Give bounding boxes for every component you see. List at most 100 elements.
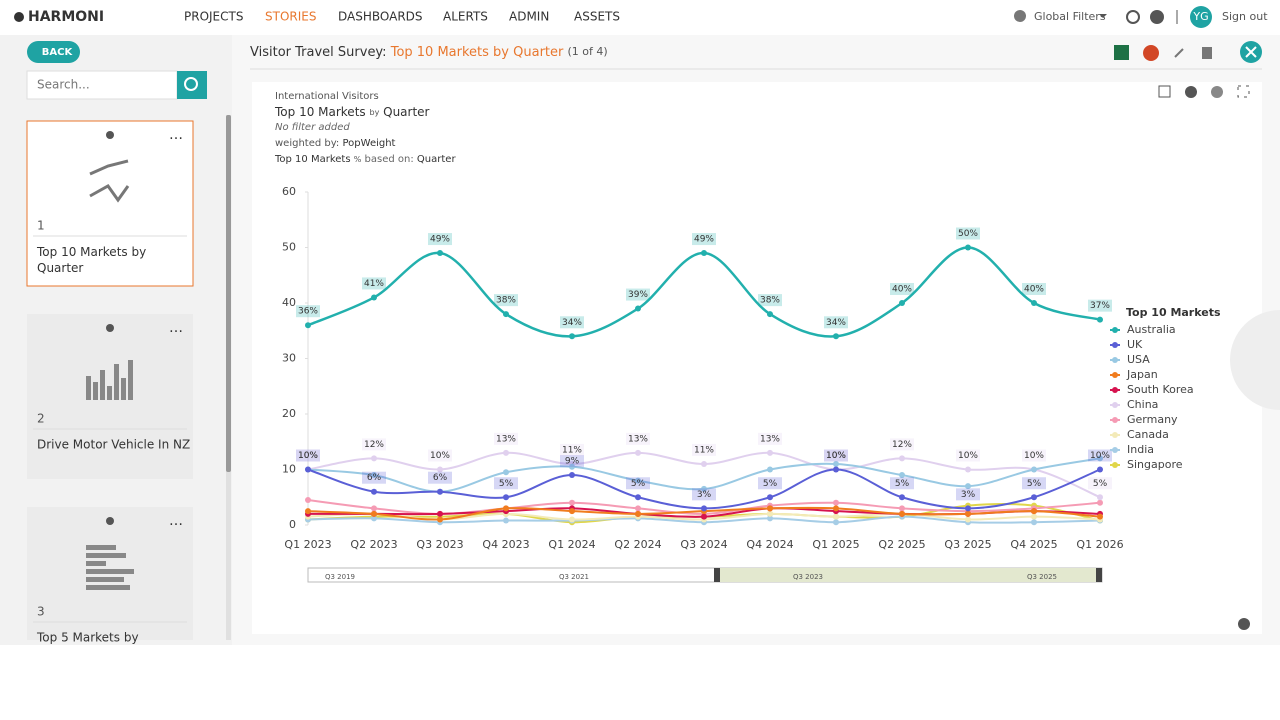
data-label: 5%	[1027, 479, 1042, 489]
point	[965, 505, 971, 512]
point	[503, 311, 509, 318]
chart-panel	[252, 82, 1262, 634]
point	[437, 250, 443, 257]
legend-marker	[1112, 357, 1118, 363]
point	[1097, 494, 1103, 501]
legend-label[interactable]: Australia	[1127, 323, 1176, 336]
point	[1097, 466, 1103, 473]
point	[437, 510, 443, 517]
range-label: Q3 2021	[559, 573, 589, 581]
data-label: 10%	[298, 451, 318, 461]
point	[833, 505, 839, 512]
x-tick-label: Q1 2023	[284, 538, 331, 551]
back-button[interactable]	[27, 41, 80, 63]
chart-heading: Top 10 Markets by Quarter	[274, 105, 430, 119]
range-handle[interactable]	[1096, 568, 1102, 582]
data-label: 49%	[430, 235, 450, 245]
search-box[interactable]	[26, 70, 178, 100]
filter-note: No filter added	[275, 122, 350, 133]
theme-icon[interactable]	[1126, 10, 1140, 24]
point	[701, 505, 707, 512]
y-tick-label: 50	[282, 241, 296, 254]
legend-label[interactable]: Canada	[1127, 428, 1169, 441]
ppt-icon[interactable]	[1143, 45, 1159, 61]
card-number: 3	[37, 605, 45, 619]
story-card[interactable]	[26, 120, 194, 287]
by-badge: by	[369, 108, 379, 117]
nav-item[interactable]: ASSETS	[574, 10, 620, 24]
point	[569, 463, 575, 470]
legend-label[interactable]: South Korea	[1127, 383, 1194, 396]
comment-icon[interactable]	[1185, 86, 1197, 98]
legend-label[interactable]: Japan	[1126, 368, 1158, 381]
legend-marker	[1112, 402, 1118, 408]
thumb-bar	[128, 360, 133, 400]
thumb-bar	[93, 382, 98, 400]
range-handle[interactable]	[714, 568, 720, 582]
label-bg	[494, 477, 518, 490]
data-label: 5%	[499, 479, 514, 489]
point	[1031, 494, 1037, 501]
brand: HARMONI	[28, 9, 104, 25]
label-bg	[956, 449, 980, 462]
trash-icon[interactable]	[1202, 47, 1212, 59]
legend-label[interactable]: UK	[1127, 338, 1143, 351]
title-highlight: Top 10 Markets by Quarter	[390, 45, 564, 60]
nav-item[interactable]: ALERTS	[443, 10, 488, 24]
label-bg	[890, 438, 914, 451]
export-icon[interactable]	[1158, 85, 1171, 98]
card-menu[interactable]: …	[169, 320, 183, 336]
thumb-bar	[86, 569, 134, 574]
legend-label[interactable]: Singapore	[1127, 458, 1183, 471]
point	[965, 244, 971, 251]
x-tick-label: Q4 2024	[746, 538, 793, 551]
legend-label[interactable]: Germany	[1127, 413, 1178, 426]
data-label: 13%	[760, 434, 780, 444]
plot: 0 10 20 30 40 50 60 Q1 2023 Q2 2023 Q3 2023 Q4 202…	[282, 185, 1221, 583]
dropdown[interactable]	[1099, 14, 1107, 18]
range-label: Q3 2023	[793, 573, 823, 581]
point	[569, 508, 575, 515]
y-tick-label: 10	[282, 463, 296, 476]
y-tick-label: 60	[282, 185, 296, 198]
card-menu[interactable]: …	[169, 513, 183, 529]
label-bg	[890, 477, 914, 490]
label-bg	[296, 305, 320, 318]
weighted: weighted by: PopWeight	[275, 138, 396, 149]
nav-item[interactable]: STORIES	[265, 10, 316, 24]
info-icon[interactable]	[1238, 618, 1250, 630]
nav-item[interactable]: PROJECTS	[184, 10, 243, 24]
sign-out[interactable]: Sign out	[1222, 10, 1268, 23]
label-bg	[362, 471, 386, 484]
point	[635, 505, 641, 512]
fullscreen-icon[interactable]	[1237, 85, 1250, 98]
avatar[interactable]	[1190, 6, 1212, 28]
help-icon[interactable]	[1150, 10, 1164, 24]
point	[1031, 300, 1037, 306]
globe-icon[interactable]	[1014, 10, 1026, 22]
search-button[interactable]	[177, 71, 207, 99]
card-number: 1	[37, 219, 45, 233]
legend-label[interactable]: USA	[1127, 353, 1150, 366]
weighted-value: PopWeight	[343, 138, 396, 149]
nav-item[interactable]: DASHBOARDS	[338, 10, 423, 24]
legend-marker	[1112, 432, 1118, 438]
thumb-bar	[86, 545, 116, 550]
data-label: 34%	[826, 318, 846, 328]
x-tick-label: Q3 2025	[944, 538, 991, 551]
excel-icon[interactable]	[1114, 45, 1129, 60]
global-filters[interactable]: Global Filters	[1034, 10, 1106, 23]
data-label: 36%	[298, 307, 318, 317]
palette-icon[interactable]	[1211, 86, 1223, 98]
legend-label[interactable]: China	[1127, 398, 1158, 411]
label-bg	[1088, 299, 1112, 312]
side-tab[interactable]	[1230, 310, 1280, 410]
scroll-thumb[interactable]	[226, 115, 231, 472]
link-icon[interactable]	[1174, 48, 1184, 58]
nav-item[interactable]: ADMIN	[509, 10, 549, 24]
card-menu[interactable]: …	[169, 127, 183, 143]
legend-label[interactable]: India	[1127, 443, 1154, 456]
x-tick-label: Q2 2025	[878, 538, 925, 551]
pct-badge: %	[354, 155, 362, 164]
label-bg	[692, 443, 716, 456]
